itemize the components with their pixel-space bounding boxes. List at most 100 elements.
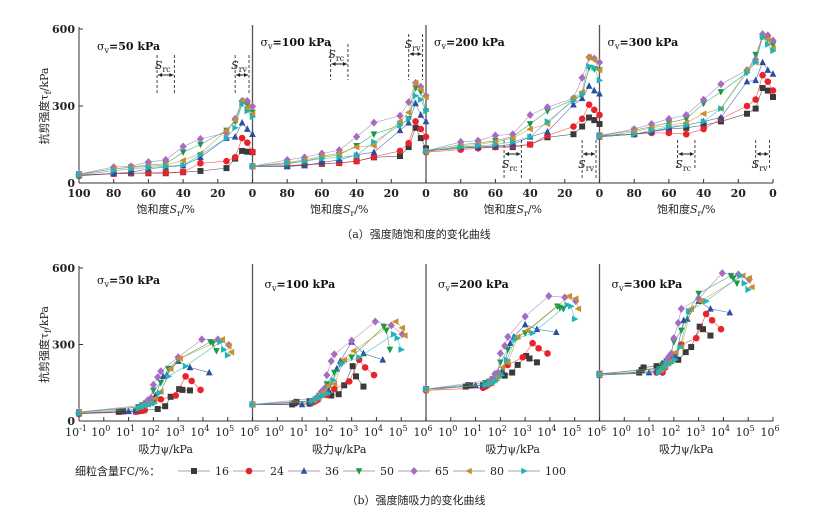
data-point [370, 371, 378, 379]
arrow-head [583, 152, 588, 156]
data-point [700, 326, 707, 333]
data-point [244, 148, 251, 155]
data-point [412, 118, 419, 125]
data-point [328, 392, 335, 399]
data-point [743, 110, 750, 117]
x-tick-label: 105 [215, 424, 234, 439]
data-point [309, 397, 316, 405]
x-axis-label: 饱和度Sr/% [136, 202, 195, 218]
data-point [645, 368, 653, 376]
legend-label: 80 [490, 465, 504, 478]
data-point [197, 153, 204, 161]
data-point [752, 76, 759, 84]
panel-title: σv=200 kPa [434, 36, 505, 51]
data-point [179, 168, 187, 176]
arrow-head [764, 152, 769, 156]
data-point [231, 154, 239, 161]
data-point [223, 157, 230, 165]
data-point [331, 385, 338, 393]
legend-label: 65 [435, 465, 449, 478]
data-point [396, 118, 403, 125]
x-tick-label: 80 [453, 187, 469, 200]
x-tick-label: 104 [711, 424, 730, 439]
x-axis-label: 饱和度Sr/% [310, 202, 369, 218]
y-axis-label: 抗剪强度τf/kPa [37, 306, 53, 383]
data-point [677, 304, 685, 313]
square-marker-icon [191, 468, 197, 474]
data-point [243, 139, 251, 147]
data-point [682, 130, 690, 138]
data-point [198, 335, 206, 344]
data-point [737, 272, 745, 279]
data-point [213, 348, 220, 355]
x-tick-label: 100 [438, 424, 457, 439]
data-point [717, 80, 725, 89]
data-point [523, 327, 530, 334]
data-point [244, 107, 252, 115]
legend-item-fc-65: 65 [398, 465, 449, 478]
x-axis-label: 饱和度Sr/% [483, 202, 542, 218]
data-point [529, 339, 536, 347]
data-point [685, 308, 693, 315]
data-point [301, 161, 308, 169]
data-point [157, 379, 165, 387]
x-axis-label: 吸力ψ/kPa [486, 443, 541, 456]
data-point [335, 391, 342, 398]
data-point [565, 292, 573, 300]
data-point [340, 356, 347, 364]
data-point [149, 380, 157, 389]
data-point [591, 64, 599, 71]
data-point [380, 323, 388, 331]
plot-strength-vs-suction: 0 300 600 抗剪强度τf/kPa 10-1 100 101 102 103 104 105 1… [37, 262, 780, 456]
data-point [336, 154, 344, 161]
data-point [764, 87, 771, 94]
data-point [509, 140, 517, 148]
legend-item-fc-100: 100 [508, 465, 566, 478]
data-point [416, 86, 424, 93]
data-point [345, 378, 353, 385]
data-point [717, 325, 725, 333]
x-axis-label: 饱和度Sr/% [657, 202, 716, 218]
data-point [667, 360, 674, 367]
data-point [717, 89, 725, 96]
data-point [411, 79, 419, 87]
data-point [745, 274, 753, 282]
x-tick-label: 100 [265, 424, 284, 439]
data-point [238, 118, 246, 126]
data-point [165, 373, 173, 380]
data-point [423, 147, 430, 155]
data-point [249, 113, 257, 121]
data-point [596, 120, 603, 127]
data-point [382, 327, 390, 335]
data-point [145, 164, 153, 171]
x-tick-label: 104 [537, 424, 556, 439]
data-point [699, 110, 707, 117]
annotation-label: Src [675, 158, 691, 173]
data-point [397, 121, 404, 129]
data-point [504, 332, 512, 341]
data-point [578, 115, 586, 123]
data-point [571, 295, 579, 302]
series-fc-24 [422, 101, 603, 156]
x-tick-label: 102 [314, 424, 333, 439]
data-point [521, 312, 529, 321]
data-point [682, 116, 690, 123]
data-point [151, 399, 159, 407]
x-tick-label: 101 [463, 424, 482, 439]
x-tick-label: 20 [210, 187, 226, 200]
data-point [764, 78, 772, 85]
data-point [752, 96, 759, 103]
data-point [640, 364, 647, 371]
data-point [486, 380, 493, 388]
data-point [745, 286, 753, 293]
data-point [249, 163, 257, 170]
x-tick-label: 102 [488, 424, 507, 439]
data-point [533, 359, 540, 366]
data-point [370, 153, 378, 161]
data-point [570, 97, 578, 105]
series-fc-100 [596, 272, 753, 379]
x-tick-label: 40 [696, 187, 712, 200]
data-point [682, 110, 690, 119]
data-point [491, 131, 499, 140]
data-point [316, 393, 324, 401]
